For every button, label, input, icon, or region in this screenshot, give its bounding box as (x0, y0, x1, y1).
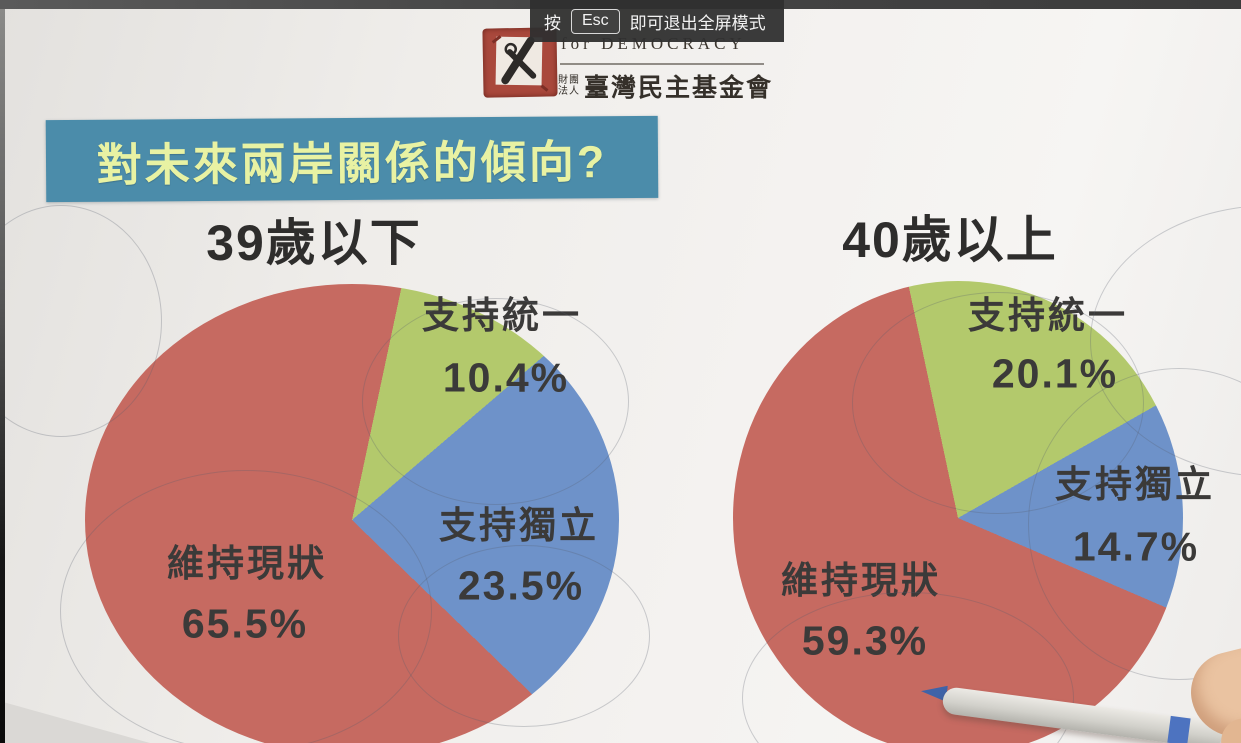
pie-title-under-39: 39歲以下 (206, 215, 422, 271)
foundation-seal-icon (482, 27, 558, 98)
pen-pointer (921, 631, 1241, 743)
slice-value: 20.1% (991, 350, 1119, 397)
slice-label: 維持現狀 (781, 560, 941, 601)
slice-label: 支持統一 (422, 295, 582, 336)
pie-chart-under-39 (85, 284, 619, 743)
pie-chart-over-40 (733, 281, 1183, 743)
slide-title: 對未來兩岸關係的傾向? (96, 135, 608, 191)
pen-body (941, 686, 1225, 743)
pen-ring (1167, 715, 1191, 743)
slice-value: 65.5% (181, 600, 309, 647)
slice-value: 59.3% (801, 617, 929, 664)
slice-label: 維持現狀 (167, 543, 327, 584)
toast-suffix: 即可退出全屏模式 (629, 13, 766, 33)
logo-org-name: 臺灣民主基金會 (584, 75, 774, 102)
video-left-edge (0, 9, 5, 743)
fullscreen-exit-toast: 按 Esc 即可退出全屏模式 (530, 0, 784, 42)
seal-glyph (491, 35, 549, 92)
slice-value: 10.4% (442, 354, 570, 401)
slice-label: 支持獨立 (439, 505, 599, 546)
slice-label: 支持統一 (968, 295, 1128, 336)
toast-prefix: 按 (544, 13, 561, 33)
logo-chinese-text: 財團 法人 臺灣民主基金會 (558, 68, 773, 104)
pie-title-over-40: 40歲以上 (842, 212, 1058, 268)
slice-value: 14.7% (1072, 523, 1200, 570)
esc-key-badge: Esc (571, 8, 620, 34)
slice-label: 支持獨立 (1055, 464, 1215, 505)
logo-org-type: 財團 法人 (558, 75, 580, 97)
slide-title-box: 對未來兩岸關係的傾向? (45, 115, 659, 203)
slice-value: 23.5% (457, 562, 585, 609)
logo-underline (560, 63, 764, 65)
poster-edge (0, 701, 150, 743)
